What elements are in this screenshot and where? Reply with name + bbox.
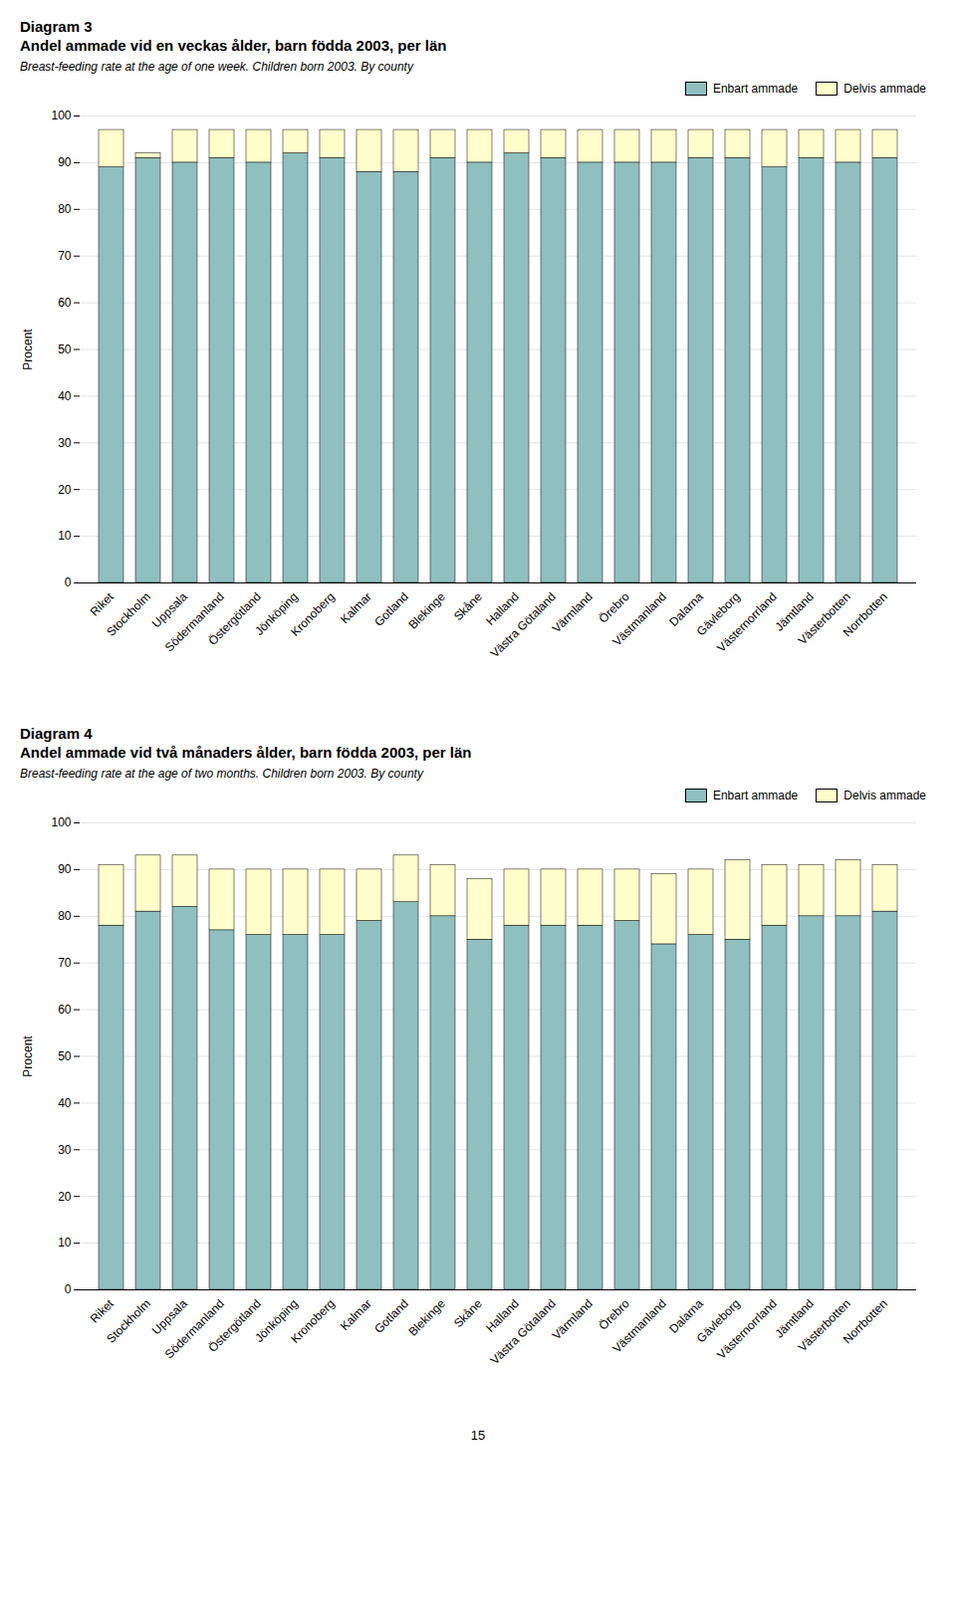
svg-text:Jämtland: Jämtland bbox=[772, 1296, 817, 1341]
svg-text:Procent: Procent bbox=[20, 1035, 35, 1078]
svg-text:Halland: Halland bbox=[483, 589, 522, 629]
html-text:Andel ammade vid två månaders: Andel ammade vid två månaders ålder, bar… bbox=[19, 743, 472, 761]
svg-text:Västmanland: Västmanland bbox=[609, 1296, 669, 1356]
svg-text:Norrbotten: Norrbotten bbox=[840, 1296, 891, 1347]
svg-text:Blekinge: Blekinge bbox=[405, 1296, 449, 1340]
svg-text:Procent: Procent bbox=[20, 328, 35, 371]
svg-text:Västernorrland: Västernorrland bbox=[714, 589, 780, 656]
svg-text:Uppsala: Uppsala bbox=[149, 589, 191, 631]
html-text:Breast-feeding rate at the age: Breast-feeding rate at the age of two mo… bbox=[19, 766, 424, 781]
html-text:Delvis ammade: Delvis ammade bbox=[843, 788, 927, 803]
svg-text:Västra Götaland: Västra Götaland bbox=[487, 1296, 559, 1368]
html-text:Diagram 3: Diagram 3 bbox=[19, 17, 93, 35]
svg-text:50: 50 bbox=[57, 1049, 72, 1064]
svg-text:Östergötland: Östergötland bbox=[205, 1296, 263, 1355]
svg-text:Västmanland: Västmanland bbox=[609, 589, 669, 649]
svg-text:20: 20 bbox=[57, 1190, 72, 1204]
svg-text:Dalarna: Dalarna bbox=[666, 1296, 706, 1337]
svg-text:100: 100 bbox=[50, 108, 71, 123]
svg-text:20: 20 bbox=[57, 482, 72, 497]
svg-text:Jönköping: Jönköping bbox=[252, 589, 301, 639]
svg-text:Gotland: Gotland bbox=[371, 1296, 412, 1337]
svg-text:Värmland: Värmland bbox=[549, 1296, 596, 1343]
svg-text:Kalmar: Kalmar bbox=[337, 1296, 375, 1334]
svg-text:80: 80 bbox=[57, 909, 72, 924]
html-text:15: 15 bbox=[470, 1428, 486, 1443]
svg-text:60: 60 bbox=[57, 295, 72, 310]
svg-text:Kronoberg: Kronoberg bbox=[287, 1296, 338, 1347]
svg-text:40: 40 bbox=[57, 1096, 72, 1111]
svg-text:90: 90 bbox=[57, 862, 72, 877]
svg-text:Örebro: Örebro bbox=[596, 589, 634, 627]
svg-text:Örebro: Örebro bbox=[596, 1296, 634, 1334]
svg-text:Västerbotten: Västerbotten bbox=[795, 589, 854, 648]
svg-text:Skåne: Skåne bbox=[451, 1296, 485, 1331]
svg-text:Skåne: Skåne bbox=[451, 589, 485, 624]
svg-text:Gävleborg: Gävleborg bbox=[693, 589, 743, 639]
svg-text:Halland: Halland bbox=[483, 1296, 522, 1336]
html-text:Breast-feeding rate at the age: Breast-feeding rate at the age of one we… bbox=[19, 59, 414, 74]
html-text:Enbart ammade: Enbart ammade bbox=[712, 81, 798, 96]
svg-text:10: 10 bbox=[57, 528, 72, 543]
svg-text:Kalmar: Kalmar bbox=[337, 589, 375, 627]
svg-text:90: 90 bbox=[57, 155, 72, 170]
svg-text:30: 30 bbox=[57, 436, 72, 451]
svg-text:Gävleborg: Gävleborg bbox=[693, 1296, 743, 1346]
svg-text:Kronoberg: Kronoberg bbox=[287, 589, 338, 640]
svg-text:80: 80 bbox=[57, 202, 72, 217]
svg-text:70: 70 bbox=[57, 248, 72, 263]
svg-text:0: 0 bbox=[64, 575, 72, 590]
html-text:Andel ammade vid en veckas åld: Andel ammade vid en veckas ålder, barn f… bbox=[19, 36, 447, 54]
svg-text:60: 60 bbox=[57, 1002, 72, 1017]
html-text:Diagram 4: Diagram 4 bbox=[19, 724, 93, 742]
svg-text:Västerbotten: Västerbotten bbox=[795, 1296, 854, 1355]
svg-text:0: 0 bbox=[64, 1282, 72, 1297]
svg-text:Västra Götaland: Västra Götaland bbox=[487, 589, 559, 661]
svg-text:30: 30 bbox=[57, 1143, 72, 1158]
svg-text:Stockholm: Stockholm bbox=[103, 1296, 154, 1347]
svg-text:Västernorrland: Västernorrland bbox=[714, 1296, 780, 1363]
svg-text:Gotland: Gotland bbox=[371, 589, 412, 630]
svg-text:Riket: Riket bbox=[87, 589, 118, 620]
svg-text:Uppsala: Uppsala bbox=[149, 1296, 191, 1338]
svg-text:Jämtland: Jämtland bbox=[772, 589, 817, 634]
svg-text:Södermanland: Södermanland bbox=[162, 589, 227, 655]
svg-text:Blekinge: Blekinge bbox=[405, 589, 449, 633]
svg-text:Södermanland: Södermanland bbox=[162, 1296, 227, 1362]
svg-text:Östergötland: Östergötland bbox=[205, 589, 263, 648]
svg-text:70: 70 bbox=[57, 956, 72, 970]
html-text:Delvis ammade: Delvis ammade bbox=[843, 81, 927, 96]
svg-text:Norrbotten: Norrbotten bbox=[840, 589, 891, 640]
svg-text:10: 10 bbox=[57, 1235, 72, 1250]
svg-text:Stockholm: Stockholm bbox=[103, 589, 154, 640]
svg-text:100: 100 bbox=[50, 815, 71, 830]
svg-text:Dalarna: Dalarna bbox=[666, 589, 706, 630]
svg-text:Jönköping: Jönköping bbox=[252, 1296, 301, 1346]
html-text:Enbart ammade: Enbart ammade bbox=[712, 788, 798, 803]
svg-text:50: 50 bbox=[57, 342, 72, 357]
svg-text:Riket: Riket bbox=[87, 1296, 118, 1327]
svg-text:Värmland: Värmland bbox=[549, 589, 596, 636]
svg-text:40: 40 bbox=[57, 389, 72, 404]
